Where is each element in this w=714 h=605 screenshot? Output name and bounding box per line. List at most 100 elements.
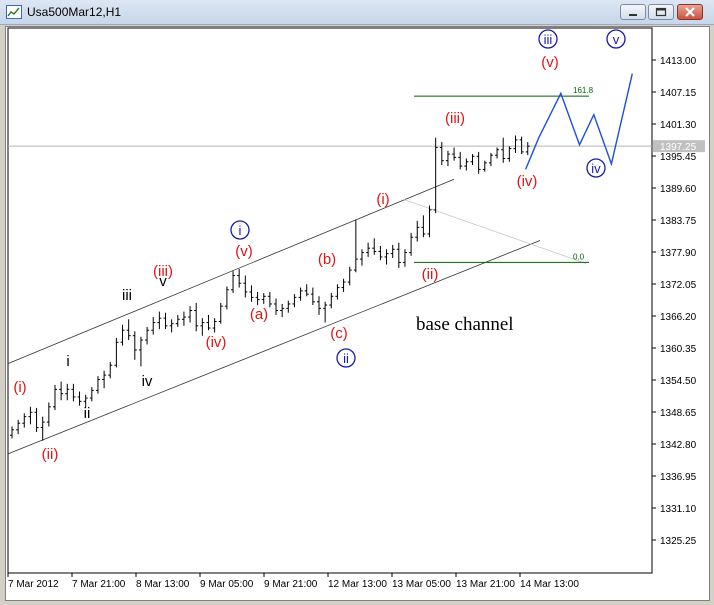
- wave-label: iii: [122, 287, 132, 304]
- price-bar: [274, 298, 279, 315]
- price-bar: [46, 402, 51, 427]
- price-bar: [329, 293, 334, 309]
- price-bar: [347, 266, 352, 286]
- price-chart[interactable]: 1413.00 1407.15 1401.30 1395.45 1389.60 1383.…: [6, 27, 709, 600]
- price-bar: [28, 406, 33, 425]
- price-bar: [169, 319, 174, 333]
- price-bar: [317, 296, 321, 315]
- minimize-button[interactable]: [620, 4, 646, 20]
- wave-label-text: (i): [13, 379, 26, 396]
- wave-label: iv: [142, 373, 153, 390]
- x-tick-label: 12 Mar 13:00: [328, 579, 387, 590]
- current-price-badge: [653, 140, 705, 153]
- price-bar: [482, 160, 487, 172]
- maximize-button[interactable]: [648, 4, 674, 20]
- wave-label: (iii): [153, 263, 173, 280]
- wave-label: iii: [538, 29, 558, 49]
- price-bar: [59, 381, 64, 401]
- x-tick-label: 13 Mar 05:00: [392, 579, 451, 590]
- title-bar[interactable]: Usa500Mar12,H1: [0, 0, 714, 25]
- wave-label: (i): [13, 379, 26, 396]
- wave-label-text: iv: [142, 373, 153, 390]
- wave-label-text: (i): [376, 191, 389, 208]
- wave-label-text: i: [239, 223, 242, 238]
- chart-area[interactable]: 1413.00 1407.15 1401.30 1395.45 1389.60 1383.…: [5, 26, 710, 601]
- fib-level-label: 161.8: [573, 86, 594, 95]
- price-bar: [194, 302, 199, 332]
- wave-label-text: iii: [122, 287, 132, 304]
- price-bar: [120, 324, 125, 346]
- price-bar: [445, 150, 450, 167]
- close-button[interactable]: [677, 4, 703, 20]
- wave-label: ii: [336, 348, 356, 368]
- price-bar: [390, 244, 395, 259]
- price-bar: [452, 147, 457, 161]
- price-bar: [218, 302, 223, 324]
- price-bar: [71, 383, 76, 402]
- x-tick-label: 7 Mar 2012: [8, 579, 59, 590]
- wave-label: (ii): [42, 446, 59, 463]
- price-bar: [439, 142, 444, 166]
- lower-channel-line: [7, 240, 541, 455]
- price-bar: [310, 287, 315, 306]
- price-bar: [102, 370, 107, 389]
- x-tick-label: 7 Mar 21:00: [72, 579, 126, 590]
- price-bar: [34, 407, 39, 432]
- wave-label-text: ii: [343, 351, 349, 366]
- price-bar: [255, 291, 260, 306]
- wave-label-circle: [538, 29, 558, 49]
- price-bar: [267, 291, 272, 308]
- price-bar: [298, 287, 303, 301]
- price-bar: [470, 154, 475, 166]
- price-bar: [108, 361, 113, 379]
- fib-level-label: 0.0: [573, 252, 585, 261]
- maximize-icon: [655, 7, 667, 17]
- wave-label-text: i: [66, 353, 69, 370]
- wave-label-text: (ii): [42, 446, 59, 463]
- price-bar: [65, 383, 70, 401]
- wave-label-text: (v): [235, 243, 253, 260]
- wave-label-text: (a): [250, 306, 268, 323]
- y-tick-label: 1331.10: [660, 504, 697, 515]
- y-tick-label: 1354.50: [660, 376, 697, 387]
- price-bar: [126, 319, 131, 341]
- y-tick-label: 1360.35: [660, 344, 697, 355]
- wave-label-text: (iv): [517, 173, 538, 190]
- plot-frame: [7, 27, 653, 574]
- wave-label: i: [230, 220, 250, 240]
- wave-label: (iv): [206, 334, 227, 351]
- window-title: Usa500Mar12,H1: [27, 5, 122, 19]
- x-tick-label: 13 Mar 21:00: [456, 579, 515, 590]
- price-bar: [476, 151, 481, 174]
- price-bar: [341, 278, 346, 292]
- price-bar: [249, 285, 254, 302]
- price-bar: [132, 331, 137, 360]
- price-bar: [52, 384, 57, 411]
- price-bar: [175, 314, 180, 327]
- price-bar: [286, 300, 291, 313]
- price-bar: [10, 426, 14, 439]
- price-bar: [280, 303, 285, 318]
- price-bar: [138, 336, 143, 367]
- price-bar: [458, 151, 463, 170]
- price-bar: [335, 284, 340, 300]
- wave-label: (a): [250, 306, 268, 323]
- price-bar: [188, 306, 193, 323]
- price-bar: [16, 419, 21, 435]
- price-bar: [427, 205, 432, 238]
- price-bar: [157, 311, 162, 330]
- wave-label-text: (c): [330, 325, 348, 342]
- wave-label-circle: [336, 348, 356, 368]
- wave-label: ii: [84, 405, 91, 422]
- chart-window-icon: [6, 5, 22, 19]
- y-tick-label: 1377.90: [660, 248, 697, 259]
- price-bar: [513, 135, 518, 153]
- price-bar: [231, 271, 236, 294]
- price-bar: [359, 249, 364, 266]
- x-tick-label: 8 Mar 13:00: [136, 579, 190, 590]
- base-channel-annotation: base channel: [416, 314, 514, 335]
- price-bar: [261, 293, 266, 304]
- price-bar: [402, 249, 407, 267]
- wave-label-text: v: [613, 32, 620, 47]
- wave-label: iv: [586, 158, 606, 178]
